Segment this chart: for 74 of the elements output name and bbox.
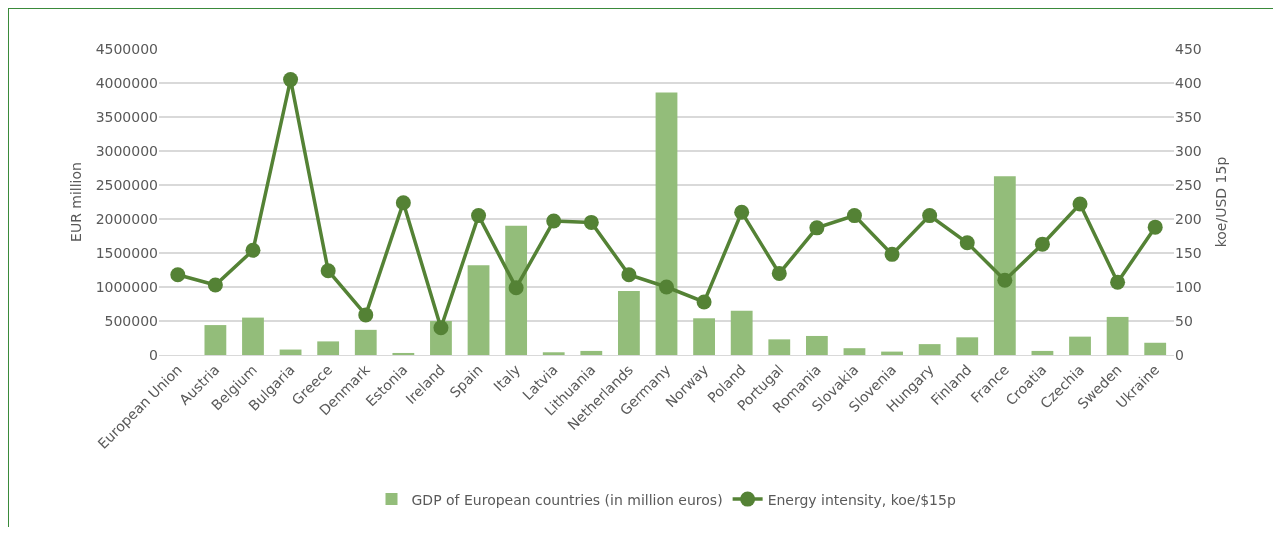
y-tick-label: 4500000: [95, 40, 158, 57]
bar: [918, 344, 941, 355]
y2-tick-label: 100: [1175, 278, 1202, 295]
bar: [242, 317, 264, 355]
point: [283, 72, 299, 88]
point: [659, 279, 674, 295]
point: [207, 277, 223, 293]
bar: [1106, 316, 1129, 355]
point: [245, 242, 261, 258]
y-tick-label: 0: [149, 346, 158, 363]
point: [922, 208, 938, 224]
point: [358, 307, 374, 323]
bar: [467, 265, 490, 355]
point: [1034, 236, 1050, 252]
y2-axis-title: koe/USD 15p: [1213, 156, 1230, 248]
point: [508, 280, 524, 296]
point: [696, 294, 712, 310]
point: [433, 320, 449, 336]
bar: [317, 341, 340, 355]
bar: [505, 225, 528, 355]
bar: [993, 176, 1016, 355]
bar: [618, 291, 640, 355]
bar: [843, 348, 866, 355]
y2-tick-label: 300: [1175, 142, 1202, 159]
bar: [580, 350, 603, 355]
point: [734, 204, 750, 220]
point: [1072, 196, 1088, 212]
point: [1147, 219, 1163, 235]
bar: [1031, 350, 1054, 355]
point: [846, 208, 862, 224]
bar: [392, 352, 415, 355]
y2-tick-label: 0: [1175, 346, 1184, 363]
point: [959, 235, 975, 251]
legend-label: GDP of European countries (in million euros): [411, 491, 723, 508]
y-tick-label: 1000000: [95, 278, 158, 295]
point: [546, 213, 562, 229]
point: [997, 272, 1013, 288]
y2-tick-label: 50: [1175, 312, 1193, 329]
y-tick-label: 2500000: [95, 176, 158, 193]
y2-tick-label: 350: [1175, 108, 1202, 125]
bar: [805, 335, 828, 355]
bar: [655, 92, 678, 355]
y-tick-label: 1500000: [95, 244, 158, 261]
bar: [1144, 342, 1167, 355]
y-axis-title: EUR million: [68, 162, 85, 242]
y2-tick-label: 250: [1175, 176, 1202, 193]
legend-label: Energy intensity, koe/$15p: [767, 491, 956, 508]
y2-tick-label: 150: [1175, 244, 1202, 261]
point: [809, 220, 825, 236]
y-tick-label: 3500000: [95, 108, 158, 125]
point: [771, 265, 787, 281]
point: [621, 267, 637, 283]
point: [170, 267, 186, 283]
point: [583, 214, 599, 230]
point: [320, 263, 336, 279]
bar: [768, 339, 791, 355]
point: [884, 246, 900, 262]
bar: [204, 325, 227, 355]
bar: [730, 310, 753, 355]
y-tick-label: 4000000: [95, 74, 158, 91]
bar: [956, 337, 979, 355]
y-tick-label: 3000000: [95, 142, 158, 159]
point: [471, 208, 487, 224]
y2-tick-label: 200: [1175, 210, 1202, 227]
point: [1110, 274, 1126, 290]
bar: [542, 352, 565, 355]
point: [395, 195, 411, 211]
bar: [1069, 336, 1091, 355]
y2-tick-label: 450: [1175, 40, 1202, 57]
bar: [354, 329, 377, 355]
y2-tick-label: 400: [1175, 74, 1202, 91]
bar: [693, 318, 715, 355]
y-tick-label: 2000000: [95, 210, 158, 227]
y-tick-label: 500000: [104, 312, 158, 329]
